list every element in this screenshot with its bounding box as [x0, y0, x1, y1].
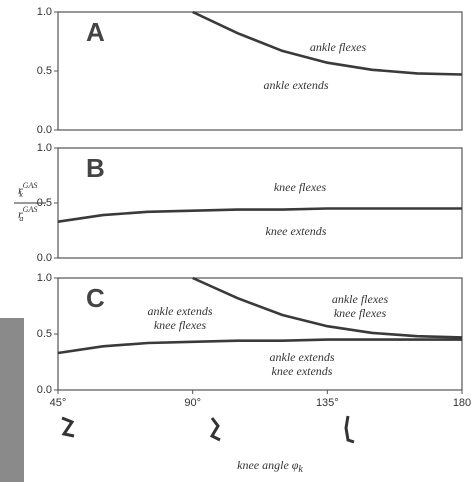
- annotation: ankle extends: [148, 304, 213, 318]
- annotation: ankle flexes: [310, 40, 367, 54]
- data-line: [57, 338, 462, 355]
- x-axis-label: knee angle φk: [237, 458, 303, 476]
- y-tick-label: 0.5: [37, 65, 52, 77]
- leg-icons: [61, 415, 355, 444]
- annotation: knee extends: [272, 364, 333, 378]
- y-tick-label: 1.0: [37, 272, 52, 284]
- text-part: GAS: [23, 205, 38, 214]
- data-line: [192, 10, 463, 76]
- text-part: GAS: [23, 181, 38, 190]
- annotation: knee flexes: [154, 318, 207, 332]
- x-tick-label: 180: [453, 397, 471, 409]
- y-tick-label: 1.0: [37, 142, 52, 154]
- y-tick-label: 0.5: [37, 328, 52, 340]
- annotation: ankle flexes: [332, 292, 389, 306]
- text-part: k: [19, 190, 23, 199]
- annotation: knee flexes: [334, 306, 387, 320]
- data-line: [192, 276, 463, 339]
- panel-label: B: [86, 153, 105, 183]
- plot-frame: [57, 147, 463, 259]
- panel-label: A: [86, 17, 105, 47]
- annotation: knee extends: [266, 224, 327, 238]
- annotation: ankle extends: [270, 350, 335, 364]
- x-tick-label: 135°: [316, 397, 339, 409]
- panel-label: C: [86, 283, 105, 313]
- photo-fragment: [0, 318, 24, 482]
- text-part: knee angle φ: [237, 458, 299, 472]
- y-tick-label: 0.0: [37, 384, 52, 396]
- text-part: a: [19, 214, 23, 223]
- text-part: k: [298, 464, 303, 475]
- y-tick-label: 0.0: [37, 124, 52, 136]
- x-tick-label: 45°: [50, 397, 67, 409]
- data-line: [57, 207, 462, 223]
- y-axis-label: rGAS k: [18, 181, 37, 199]
- text-part: r: [18, 183, 23, 197]
- y-axis-label: rGAS a: [18, 205, 37, 223]
- annotation: ankle extends: [264, 78, 329, 92]
- text-part: r: [18, 207, 23, 221]
- y-tick-label: 0.0: [37, 252, 52, 264]
- annotation: knee flexes: [274, 180, 327, 194]
- y-tick-label: 1.0: [37, 6, 52, 18]
- x-tick-label: 90°: [184, 397, 201, 409]
